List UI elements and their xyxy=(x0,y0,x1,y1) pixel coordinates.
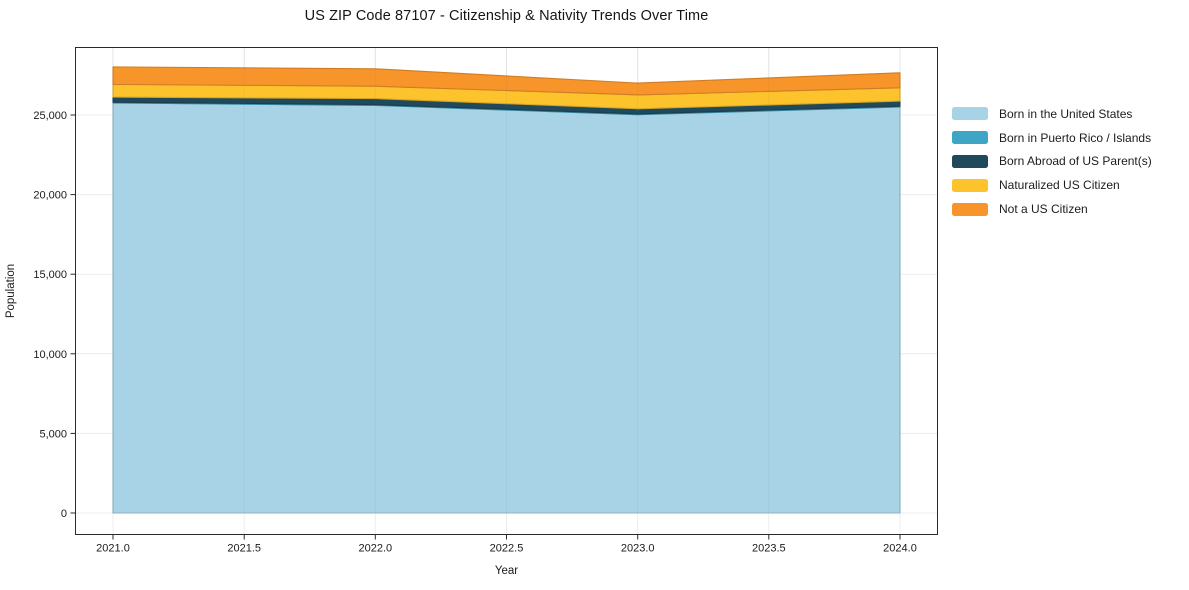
stacked-area-chart: 0 5,000 10,000 15,000 20,000 25,000 2021.0 2021… xyxy=(5,47,938,577)
legend-item-2: Born Abroad of US Parent(s) xyxy=(952,150,1152,174)
legend-label: Not a US Citizen xyxy=(999,202,1088,217)
x-tick-label: 2023.0 xyxy=(621,543,655,555)
legend-item-3: Naturalized US Citizen xyxy=(952,173,1152,197)
legend: Born in the United States Born in Puerto … xyxy=(952,102,1152,221)
legend-label: Born in the United States xyxy=(999,106,1133,121)
x-tick-label: 2022.0 xyxy=(358,543,392,555)
plot-area: 0 5,000 10,000 15,000 20,000 25,000 2021.0 2021… xyxy=(5,47,938,577)
y-tick-label: 0 xyxy=(61,508,67,520)
y-tick-label: 15,000 xyxy=(33,269,67,281)
grid-overlay xyxy=(112,47,901,513)
plot-spines xyxy=(75,47,938,535)
legend-swatch-icon xyxy=(952,154,988,168)
x-tick-label: 2021.5 xyxy=(227,543,261,555)
y-tick-label: 20,000 xyxy=(33,190,67,202)
y-axis-label: Population xyxy=(5,264,17,318)
chart-title: US ZIP Code 87107 - Citizenship & Nativi… xyxy=(304,8,709,24)
legend-item-1: Born in Puerto Rico / Islands xyxy=(952,126,1152,150)
y-tick-label: 25,000 xyxy=(33,110,67,122)
legend-label: Naturalized US Citizen xyxy=(999,178,1120,193)
area-layer xyxy=(112,66,901,514)
area-series-4 xyxy=(112,66,901,96)
legend-item-0: Born in the United States xyxy=(952,102,1152,126)
tick-layer: 0 5,000 10,000 15,000 20,000 25,000 2021.0 2021… xyxy=(33,110,916,555)
legend-swatch-icon xyxy=(952,107,988,121)
legend-swatch-icon xyxy=(952,178,988,192)
y-tick-label: 5,000 xyxy=(39,428,67,440)
legend-label: Born Abroad of US Parent(s) xyxy=(999,154,1152,169)
x-tick-label: 2021.0 xyxy=(96,543,130,555)
legend-label: Born in Puerto Rico / Islands xyxy=(999,130,1152,145)
legend-swatch-icon xyxy=(952,202,988,216)
x-tick-label: 2022.5 xyxy=(490,543,524,555)
y-tick-label: 10,000 xyxy=(33,349,67,361)
x-tick-label: 2024.0 xyxy=(883,543,917,555)
legend-swatch-icon xyxy=(952,131,988,145)
x-axis-label: Year xyxy=(495,565,518,577)
legend-item-4: Not a US Citizen xyxy=(952,197,1152,221)
x-tick-label: 2023.5 xyxy=(752,543,786,555)
